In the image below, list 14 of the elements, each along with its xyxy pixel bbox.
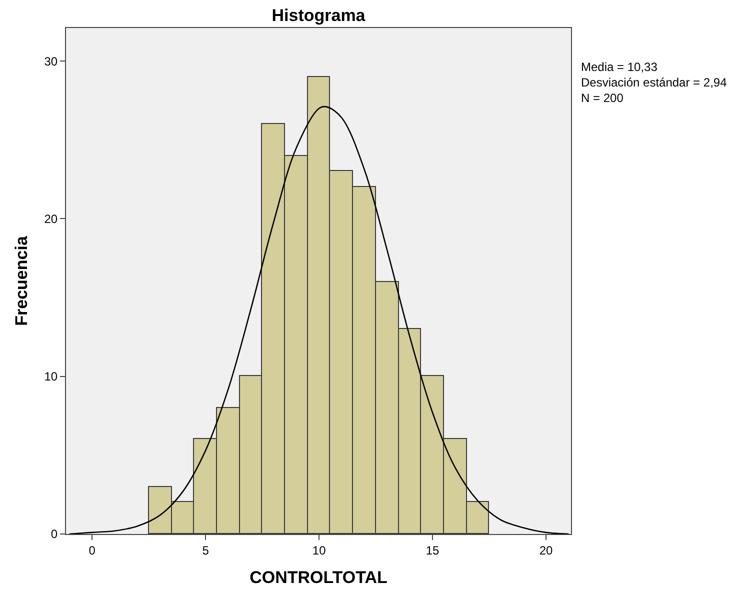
y-tick-label: 20	[44, 212, 58, 226]
y-tick-label: 30	[44, 54, 58, 68]
text: Media = 10,33 Desviación estándar = 2,94 N = 200	[581, 60, 728, 106]
y-axis-title: Frecuencia	[12, 236, 31, 326]
x-tick-label: 5	[202, 543, 210, 558]
chart-title: Histograma	[272, 6, 366, 25]
x-tick-label: 20	[539, 543, 554, 558]
x-tick-label: 0	[88, 543, 96, 558]
x-tick-label: 10	[312, 543, 326, 558]
y-tick-label: 0	[50, 527, 58, 542]
x-tick-label: 15	[426, 543, 440, 558]
y-tick-label: 10	[44, 370, 58, 384]
line-series	[68, 106, 570, 534]
x-axis-title: CONTROLTOTAL	[250, 568, 388, 587]
